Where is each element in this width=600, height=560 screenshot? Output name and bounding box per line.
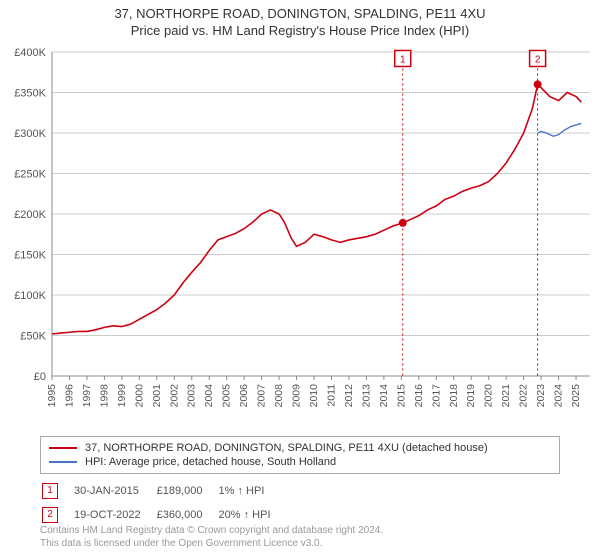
svg-text:2009: 2009 — [291, 384, 303, 408]
svg-text:2013: 2013 — [360, 384, 372, 408]
chart-container: 37, NORTHORPE ROAD, DONINGTON, SPALDING,… — [0, 0, 600, 560]
legend-item: 37, NORTHORPE ROAD, DONINGTON, SPALDING,… — [49, 441, 551, 455]
svg-text:2005: 2005 — [221, 384, 233, 408]
svg-text:£200K: £200K — [14, 209, 46, 221]
footnote: Contains HM Land Registry data © Crown c… — [40, 524, 383, 550]
svg-text:£400K: £400K — [14, 47, 46, 59]
txn-price: £360,000 — [157, 504, 217, 526]
txn-date: 19-OCT-2022 — [74, 504, 155, 526]
legend-label: 37, NORTHORPE ROAD, DONINGTON, SPALDING,… — [85, 442, 488, 454]
svg-text:2: 2 — [535, 54, 541, 65]
footnote-line: Contains HM Land Registry data © Crown c… — [40, 524, 383, 537]
svg-text:£350K: £350K — [14, 88, 46, 100]
legend-swatch — [49, 461, 77, 463]
txn-date: 30-JAN-2015 — [74, 480, 155, 502]
marker-badge: 1 — [42, 483, 58, 499]
svg-text:£50K: £50K — [20, 331, 46, 343]
svg-text:2020: 2020 — [483, 384, 495, 408]
svg-text:2008: 2008 — [273, 384, 285, 408]
chart-subtitle: Price paid vs. HM Land Registry's House … — [0, 23, 600, 38]
svg-text:2017: 2017 — [430, 384, 442, 408]
svg-text:2006: 2006 — [238, 384, 250, 408]
chart-title: 37, NORTHORPE ROAD, DONINGTON, SPALDING,… — [0, 6, 600, 21]
svg-text:£250K: £250K — [14, 169, 46, 181]
legend-item: HPI: Average price, detached house, Sout… — [49, 455, 551, 469]
svg-text:2000: 2000 — [133, 384, 145, 408]
svg-text:1999: 1999 — [116, 384, 128, 408]
marker-badge: 2 — [42, 507, 58, 523]
svg-text:2021: 2021 — [500, 384, 512, 408]
svg-text:2016: 2016 — [413, 384, 425, 408]
legend: 37, NORTHORPE ROAD, DONINGTON, SPALDING,… — [40, 436, 560, 474]
chart-plot: £0 £50K £100K £150K £200K £250K £300K £350K £400… — [4, 46, 596, 426]
svg-text:2001: 2001 — [151, 384, 163, 408]
legend-label: HPI: Average price, detached house, Sout… — [85, 456, 336, 468]
svg-text:2014: 2014 — [378, 384, 390, 408]
table-row: 1 30-JAN-2015 £189,000 1% ↑ HPI — [42, 480, 285, 502]
txn-delta: 1% ↑ HPI — [219, 480, 285, 502]
svg-text:2015: 2015 — [395, 384, 407, 408]
titles: 37, NORTHORPE ROAD, DONINGTON, SPALDING,… — [0, 0, 600, 38]
svg-text:2023: 2023 — [535, 384, 547, 408]
legend-swatch — [49, 447, 77, 449]
svg-text:2025: 2025 — [570, 384, 582, 408]
chart-svg: £0 £50K £100K £150K £200K £250K £300K £350K £400… — [4, 46, 596, 426]
svg-text:2019: 2019 — [465, 384, 477, 408]
svg-text:2003: 2003 — [186, 384, 198, 408]
svg-text:2007: 2007 — [256, 384, 268, 408]
svg-text:1995: 1995 — [46, 384, 58, 408]
svg-text:£100K: £100K — [14, 290, 46, 302]
svg-text:1: 1 — [400, 54, 406, 65]
svg-text:2018: 2018 — [448, 384, 460, 408]
footnote-line: This data is licensed under the Open Gov… — [40, 537, 383, 550]
svg-text:2024: 2024 — [553, 384, 565, 408]
txn-delta: 20% ↑ HPI — [219, 504, 285, 526]
table-row: 2 19-OCT-2022 £360,000 20% ↑ HPI — [42, 504, 285, 526]
svg-text:2004: 2004 — [203, 384, 215, 408]
transactions-table: 1 30-JAN-2015 £189,000 1% ↑ HPI 2 19-OCT… — [40, 478, 287, 528]
svg-text:2002: 2002 — [168, 384, 180, 408]
txn-price: £189,000 — [157, 480, 217, 502]
svg-text:1997: 1997 — [81, 384, 93, 408]
svg-text:2022: 2022 — [518, 384, 530, 408]
svg-text:2010: 2010 — [308, 384, 320, 408]
svg-text:1996: 1996 — [63, 384, 75, 408]
svg-text:2011: 2011 — [325, 384, 337, 407]
svg-text:£150K: £150K — [14, 250, 46, 262]
svg-text:£300K: £300K — [14, 128, 46, 140]
svg-text:£0: £0 — [34, 371, 46, 383]
svg-text:1998: 1998 — [98, 384, 110, 408]
svg-text:2012: 2012 — [343, 384, 355, 408]
